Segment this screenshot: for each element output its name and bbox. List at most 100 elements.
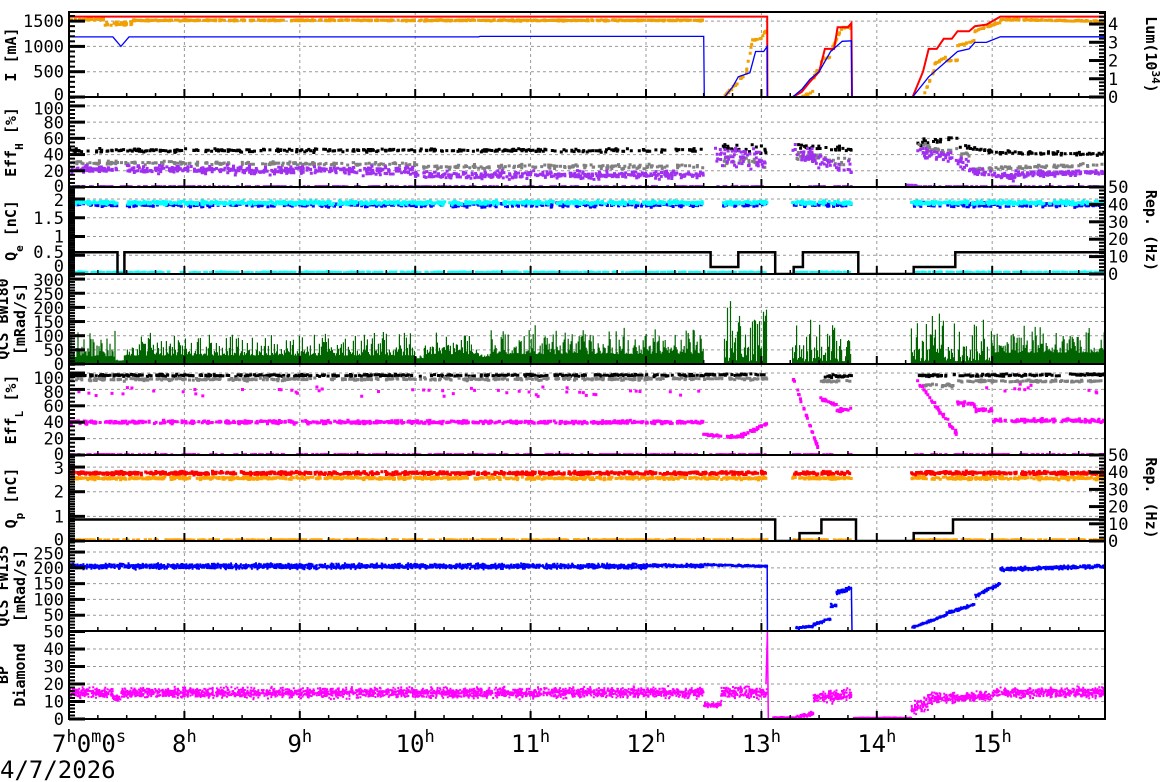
y-tick-label: 60 [44,397,64,417]
series-effl-gray-band [703,376,769,382]
right-tick-label: 2 [1108,52,1118,72]
series-qe-cyan-band [126,199,704,207]
y-tick-label: 40 [44,640,64,660]
panel-frame [68,454,1106,542]
series-group [69,372,1105,455]
series-luminosity-band [800,89,815,97]
series-qp-repetition-rate [69,518,1105,541]
panel-frame [68,630,1106,720]
right-axis-label: Lum(1034) [1142,16,1163,92]
y-tick-label: 50 [44,623,64,643]
time-tick-label: 11h [511,727,550,758]
series-effh-black-band [1004,149,1105,157]
series-effl-magenta-band [819,396,838,407]
y-tick-label: 1 [54,507,64,527]
y-tick-label: 2 [54,191,64,211]
series-bp-diamond-band [69,686,114,700]
series-effl-gray-band [922,382,955,389]
y-tick-label: 0 [54,177,64,197]
left-axis-ticks [68,363,1080,457]
series-effh-black-band [797,143,853,153]
series-group [69,562,1105,631]
time-tick-label: 12h [626,727,665,758]
y-tick-label: 100 [33,99,64,119]
series-bp-diamond-band [795,710,815,719]
y-tick-label: 80 [44,383,64,403]
series-effl-gray-band [819,378,852,384]
series-effh-purple-band [791,143,853,174]
series-effl-magenta-band [835,406,853,414]
series-luminosity-band [751,37,763,42]
y-axis-label: BP [0,666,12,684]
time-tick-label: 7h0m0s [52,727,126,758]
series-luminosity-band [761,29,768,38]
series-qp-orange-band [910,474,1105,482]
y-axis-label: I [mA] [2,27,20,81]
y-axis-label: QCS FW135 [0,545,12,626]
y-tick-label: 150 [33,313,64,333]
series-fw135-line [766,566,796,631]
y-tick-label: 50 [44,341,64,361]
series-qe-cyan-band [910,199,1105,207]
series-bw180-bars [478,354,491,364]
time-tick-label: 15h [973,727,1012,758]
y-tick-label: 200 [33,559,64,579]
series-effl-black-band [704,372,766,377]
y-tick-label: 60 [44,129,64,149]
time-tick-label: 8h [172,727,197,758]
series-luminosity-band [956,39,976,48]
y-tick-label: 0 [54,531,64,551]
series-effh-black-band [958,144,1005,156]
series-fw135-band [974,582,1001,599]
right-tick-label: 20 [1108,230,1128,250]
y-axis-label: QCS BW180 [0,278,12,359]
series-effh-purple-band [125,163,415,178]
series-fw135-band [911,613,947,629]
right-axis-label: Rep. (Hz) [1142,190,1160,271]
y-tick-label: 250 [33,545,64,565]
series-luminosity-band [999,17,1105,24]
series-effl-magenta-band [69,418,705,426]
series-fw135-band [835,585,853,596]
series-bw180-bars [792,319,852,364]
y-tick-label: 100 [33,327,64,347]
right-axis-ticks [1089,453,1105,543]
series-group [69,631,1105,719]
y-tick-label: 80 [44,113,64,133]
series-effl-sparse-band [77,385,701,398]
series-group [69,15,1105,97]
series-qp-red-band [792,469,852,477]
series-bw180-bars [114,359,125,364]
left-axis-ticks [68,456,1080,543]
series-effl-magenta-band [791,378,820,449]
right-tick-label: 10 [1108,248,1128,268]
panel-frame [68,11,1106,98]
y-tick-label: 0 [54,355,64,375]
y-axis-label: [mRad/s] [11,283,29,355]
series-group [69,301,1105,364]
y-tick-label: 3 [54,459,64,479]
y-tick-label: 50 [44,606,64,626]
y-tick-label: 2 [54,483,64,503]
series-fw135-band [829,602,838,609]
time-axis: 7h0m0s 8h 9h 10h 11h 12h 13h 14h 15h [52,727,1012,758]
y-tick-label: 40 [44,146,64,166]
right-tick-label: 1 [1108,70,1118,90]
series-i-her [69,35,1105,97]
series-luminosity-band [933,55,947,66]
y-tick-label: 1000 [23,37,64,57]
series-effh-black-band [69,147,703,154]
time-tick-label: 14h [857,727,896,758]
series-effh-gray-band [972,162,1104,172]
series-qe-repetition-rate [69,251,1105,274]
left-axis-ticks [68,630,1080,721]
right-tick-label: 30 [1108,480,1128,500]
right-tick-label: 0 [1108,532,1118,552]
right-tick-label: 0 [1108,265,1118,285]
series-bp-diamond-band [702,701,722,709]
series-effh-black-band [916,136,959,148]
